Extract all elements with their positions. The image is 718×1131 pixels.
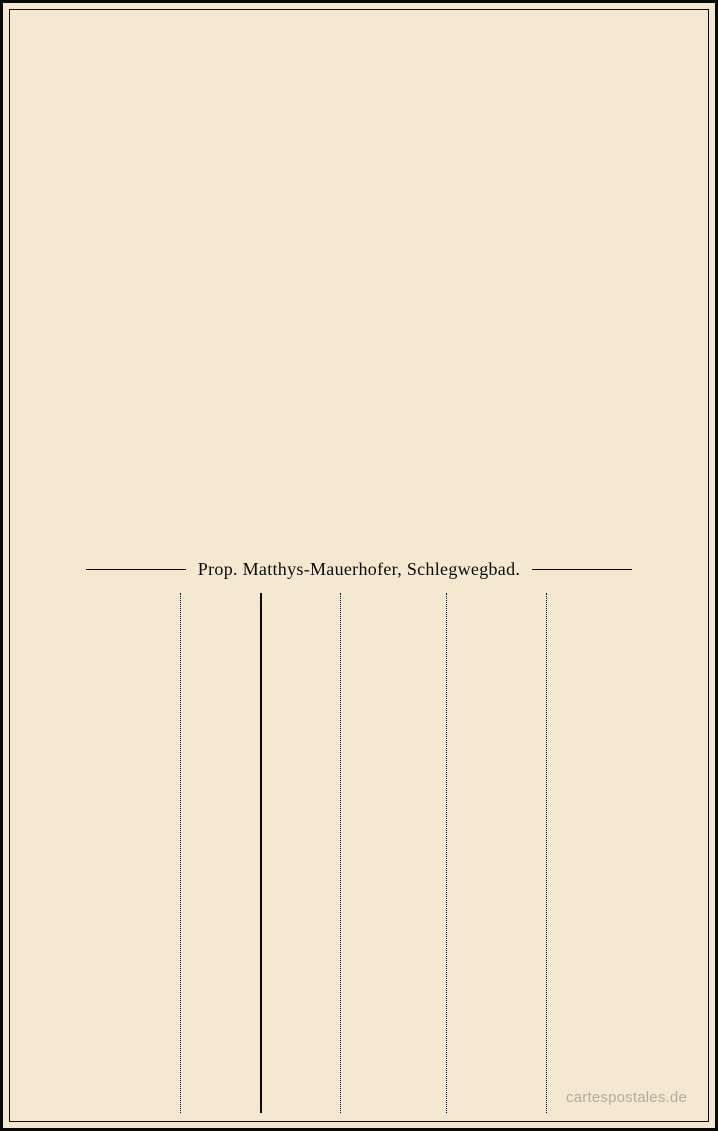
divider-line-right bbox=[532, 569, 632, 571]
address-lines-area bbox=[168, 593, 550, 1113]
address-line-5 bbox=[546, 593, 547, 1113]
address-line-4 bbox=[446, 593, 447, 1113]
address-line-3 bbox=[340, 593, 341, 1113]
address-line-1 bbox=[180, 593, 181, 1113]
divider-line-left bbox=[86, 569, 186, 571]
watermark-text: cartespostales.de bbox=[566, 1089, 687, 1106]
divider-row: Prop. Matthys-Mauerhofer, Schlegwegbad. bbox=[3, 559, 715, 580]
postcard-back: Prop. Matthys-Mauerhofer, Schlegwegbad. … bbox=[0, 0, 718, 1131]
publisher-text: Prop. Matthys-Mauerhofer, Schlegwegbad. bbox=[198, 559, 520, 580]
address-line-2 bbox=[260, 593, 262, 1113]
